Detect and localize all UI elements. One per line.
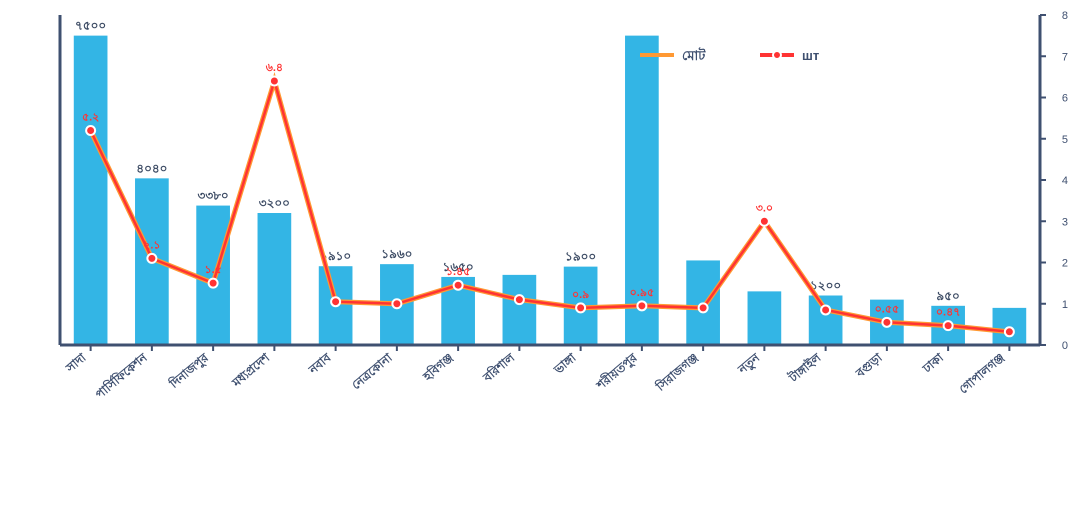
- bar: [748, 291, 782, 345]
- legend-label: шт: [802, 48, 819, 63]
- trend-value-label: ১.৪৫: [446, 266, 470, 278]
- category-label: হবিগঞ্জ: [419, 350, 456, 384]
- y-right-tick-label: 3: [1062, 216, 1068, 228]
- category-label: নেত্রকোনা: [349, 350, 395, 392]
- trend-value-label: ৩.০: [756, 202, 773, 214]
- trend-point: [392, 299, 401, 308]
- category-label: ঢাকা: [919, 350, 946, 376]
- trend-point: [270, 77, 279, 86]
- y-right-tick-label: 4: [1062, 175, 1068, 187]
- trend-value-label: ৫.২: [82, 112, 99, 124]
- category-label: বরিশাল: [479, 349, 518, 385]
- trend-point: [331, 297, 340, 306]
- bar-value-label: ৪০৪০: [136, 161, 167, 175]
- category-label: নবাব: [305, 350, 334, 378]
- category-label: ভাঙ্গা: [550, 350, 578, 377]
- trend-point: [454, 281, 463, 290]
- y-right-tick-label: 6: [1062, 93, 1068, 105]
- category-label: নতুন: [735, 350, 765, 379]
- y-right-tick-label: 0: [1062, 340, 1068, 352]
- trend-value-label: ০.৫৫: [875, 303, 899, 315]
- category-label: সাদা: [63, 350, 89, 375]
- trend-point: [760, 217, 769, 226]
- trend-point: [699, 303, 708, 312]
- category-label: টাঙ্গাইল: [785, 349, 824, 385]
- trend-point: [637, 301, 646, 310]
- trend-value-label: ৬.৪: [266, 62, 283, 74]
- category-label: গোপালগঞ্জ: [956, 351, 1007, 397]
- trend-point: [86, 126, 95, 135]
- category-label: সিরাজগঞ্জ: [652, 350, 701, 394]
- category-label: শরীয়তপুর: [593, 350, 641, 394]
- trend-value-label: ০.৯: [572, 289, 589, 301]
- category-label: বগুড়া: [853, 350, 886, 381]
- trend-point: [1005, 327, 1014, 336]
- trend-value-label: ০.৪৭: [936, 307, 961, 319]
- category-label: দিনাজপুর: [166, 350, 213, 393]
- trend-point: [576, 303, 585, 312]
- trend-point: [147, 254, 156, 263]
- trend-point: [944, 321, 953, 330]
- combo-chart: ৭৫০০৪০৪০৩৩৮০৩২০০১৯১০১৯৬০১৬৫০১৯০০১২০০৯৫০৫…: [0, 0, 1080, 507]
- bar-value-label: ৭৫০০: [75, 19, 106, 33]
- trend-value-label: ২.১: [143, 239, 160, 251]
- trend-point: [515, 295, 524, 304]
- bar-value-label: ৯৫০: [936, 289, 959, 303]
- bar-value-label: ১৯০০: [565, 250, 596, 264]
- y-right-tick-label: 1: [1062, 299, 1068, 311]
- bar-value-label: ৩২০০: [259, 196, 290, 210]
- y-right-tick-label: 2: [1062, 258, 1068, 270]
- trend-point: [821, 305, 830, 314]
- y-right-tick-label: 5: [1062, 134, 1068, 146]
- bar: [74, 36, 108, 345]
- bar: [503, 275, 537, 345]
- trend-point: [209, 279, 218, 288]
- bar: [258, 213, 292, 345]
- category-label: পার্সিফিকেশন: [92, 349, 150, 401]
- y-right-tick-label: 8: [1062, 10, 1068, 22]
- category-label: মধ্যপ্রদেশ: [229, 350, 273, 390]
- bar-value-label: ১৯৬০: [381, 247, 412, 261]
- bar: [809, 296, 843, 346]
- y-right-tick-label: 7: [1062, 51, 1068, 63]
- legend-point: [773, 51, 781, 59]
- legend-label: মোট: [682, 47, 706, 63]
- bar-value-label: ৩৩৮০: [198, 189, 229, 203]
- trend-value-label: ১.৫: [204, 264, 221, 276]
- trend-point: [882, 318, 891, 327]
- trend-value-label: ০.৯৫: [630, 287, 654, 299]
